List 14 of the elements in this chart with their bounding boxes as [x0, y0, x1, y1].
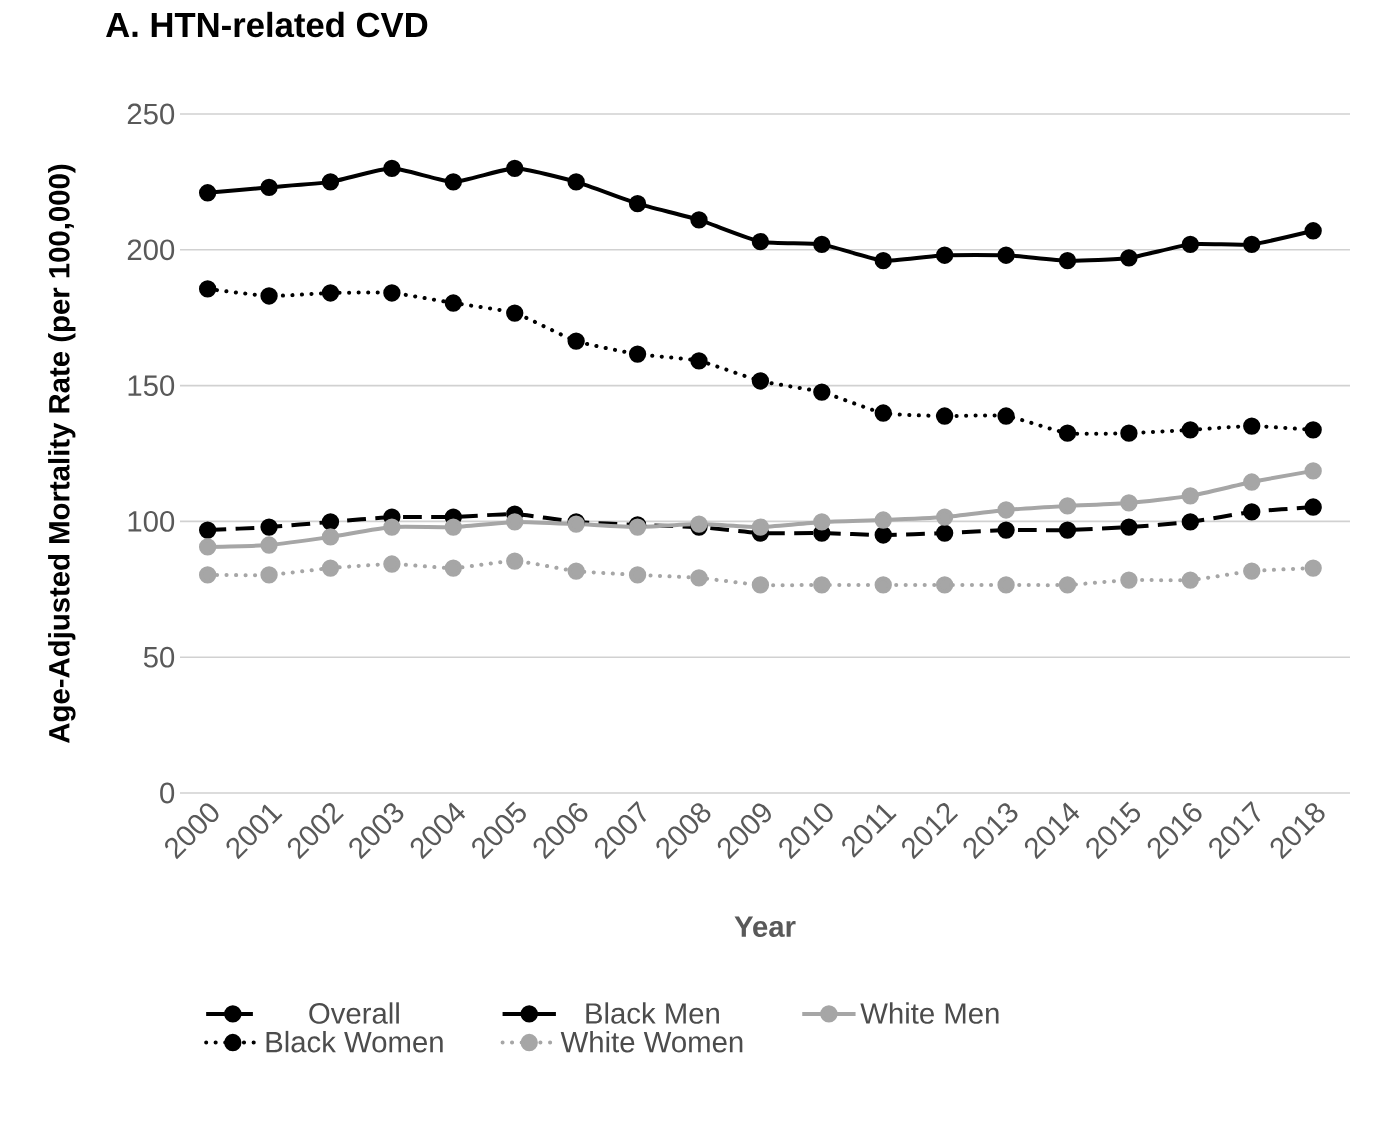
- y-axis-title: Age-Adjusted Mortality Rate (per 100,000): [48, 164, 76, 743]
- y-tick-label: 50: [143, 646, 175, 668]
- y-tick-label: 250: [127, 103, 175, 125]
- legend-label: White Men: [860, 1002, 999, 1024]
- y-tick-label: 0: [160, 782, 175, 804]
- legend-label: Overall: [309, 1002, 399, 1024]
- y-tick-label: 150: [128, 375, 175, 396]
- legend-label: White Women: [560, 1030, 743, 1053]
- legend-label: Black Men: [586, 1002, 719, 1024]
- x-axis-title: Year: [734, 916, 796, 938]
- legend-label: Black Women: [266, 1030, 443, 1053]
- y-tick-label: 200: [127, 239, 175, 261]
- chart-title: A. HTN-related CVD: [106, 11, 428, 38]
- y-tick-label: 100: [128, 511, 175, 532]
